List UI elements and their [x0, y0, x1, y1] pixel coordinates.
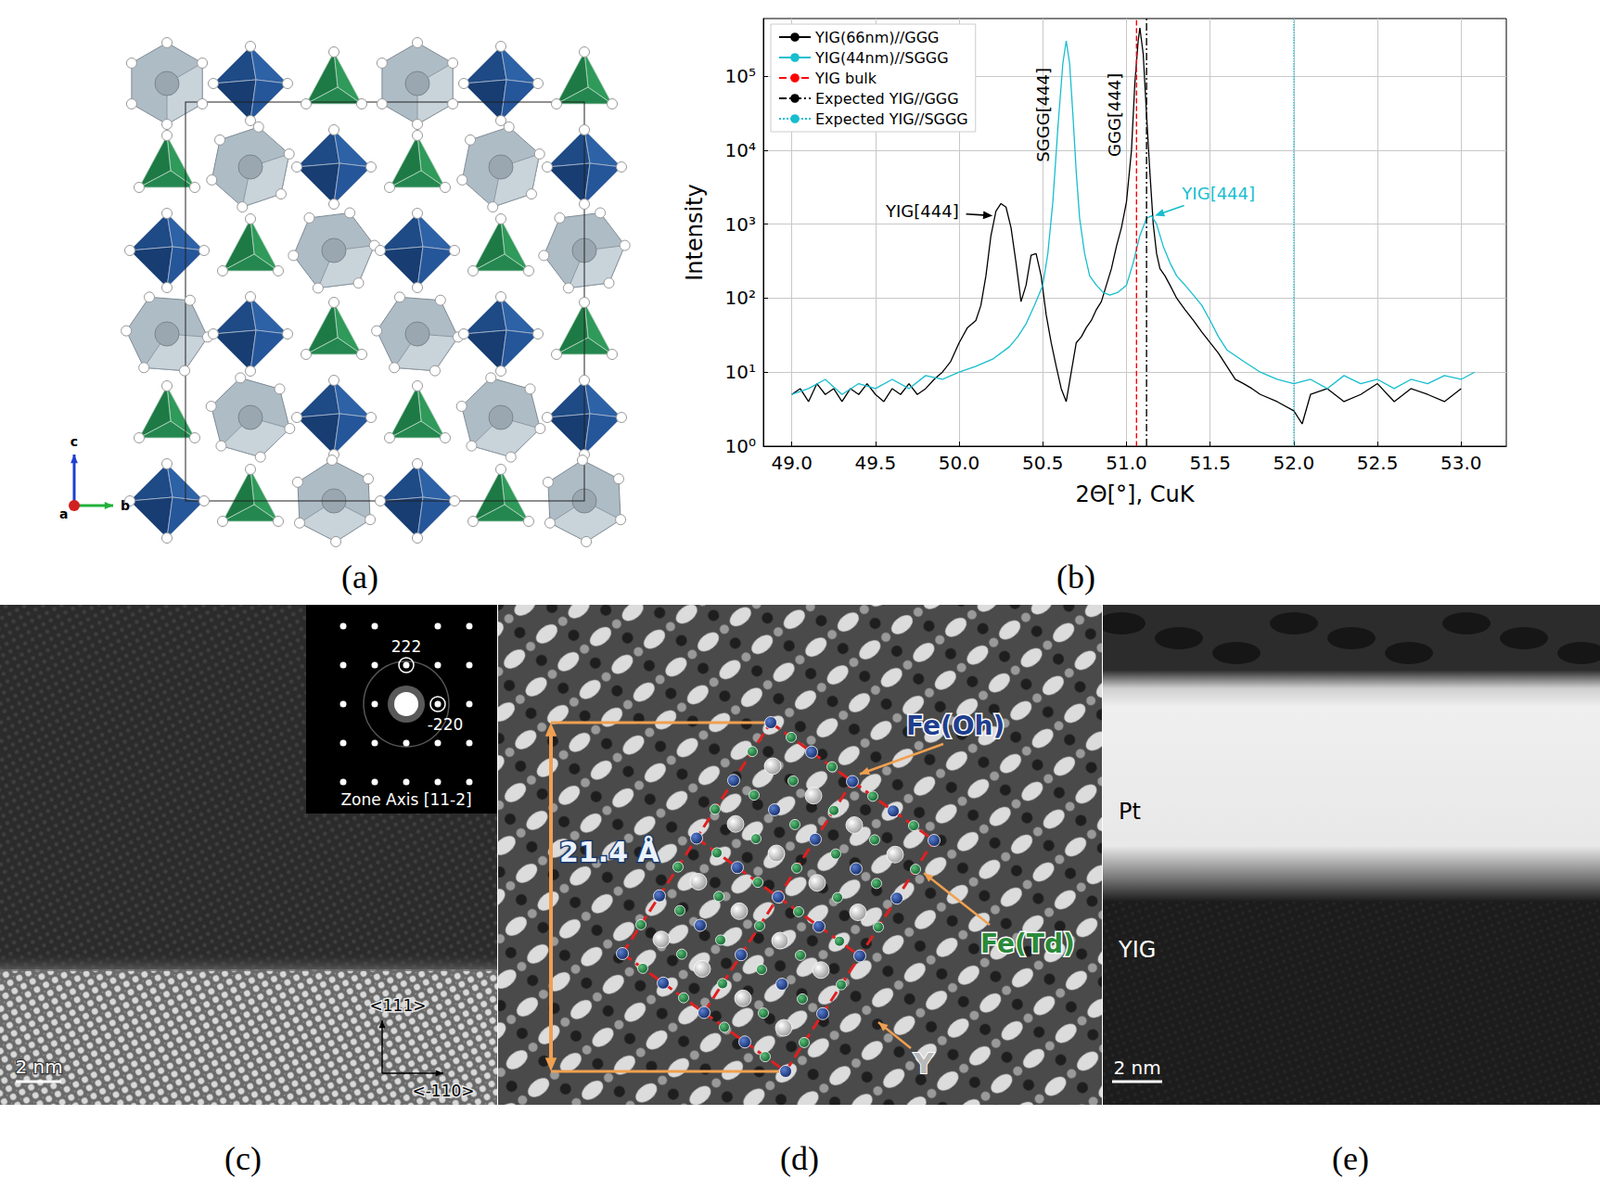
svg-text:49.5: 49.5 — [855, 451, 897, 474]
svg-text:10⁴: 10⁴ — [725, 139, 756, 162]
svg-text:Fe(Td): Fe(Td) — [980, 928, 1076, 960]
svg-text:Y: Y — [912, 1047, 935, 1080]
svg-text:2 nm: 2 nm — [1113, 1056, 1161, 1079]
html-text:(c): (c) — [224, 1139, 262, 1178]
html-text:(b): (b) — [1056, 558, 1096, 596]
svg-text:b: b — [120, 498, 130, 513]
svg-text:c: c — [70, 434, 78, 449]
svg-text:Expected YIG//GGG: Expected YIG//GGG — [815, 89, 960, 108]
svg-text:YIG: YIG — [1117, 936, 1156, 963]
svg-text:GGG[444]: GGG[444] — [1104, 73, 1125, 157]
svg-text:<111>: <111> — [370, 996, 427, 1015]
svg-text:Zone Axis [11-2]: Zone Axis [11-2] — [340, 790, 472, 809]
svg-text:YIG(66nm)//GGG: YIG(66nm)//GGG — [814, 28, 939, 47]
svg-text:SGGG[444]: SGGG[444] — [1033, 67, 1053, 163]
svg-text:52.5: 52.5 — [1356, 451, 1399, 474]
svg-text:Fe(Oh): Fe(Oh) — [906, 710, 1005, 742]
svg-text:222: 222 — [391, 637, 422, 656]
svg-text:Pt: Pt — [1118, 798, 1141, 825]
svg-text:10⁰: 10⁰ — [725, 435, 756, 458]
svg-text:YIG bulk: YIG bulk — [814, 69, 878, 88]
svg-text:10¹: 10¹ — [725, 360, 756, 384]
svg-text:10²: 10² — [725, 286, 756, 309]
html-text:(a): (a) — [341, 558, 379, 596]
svg-text:53.0: 53.0 — [1440, 451, 1483, 474]
svg-text:-220: -220 — [427, 715, 464, 734]
svg-text:49.0: 49.0 — [770, 451, 813, 474]
svg-text:YIG[444]: YIG[444] — [1180, 183, 1255, 204]
svg-text:50.5: 50.5 — [1022, 451, 1064, 474]
svg-text:2 nm: 2 nm — [14, 1055, 63, 1078]
html-text:(d): (d) — [780, 1139, 820, 1178]
svg-text:YIG(44nm)//SGGG: YIG(44nm)//SGGG — [814, 49, 949, 67]
svg-text:YIG[444]: YIG[444] — [884, 201, 960, 221]
svg-text:21.4 Å: 21.4 Å — [559, 834, 660, 869]
html-text:(e): (e) — [1331, 1139, 1370, 1178]
svg-text:2Θ[°], CuK: 2Θ[°], CuK — [1075, 481, 1196, 508]
svg-text:10⁵: 10⁵ — [725, 64, 756, 88]
svg-text:51.5: 51.5 — [1189, 451, 1231, 474]
svg-text:<-110>: <-110> — [411, 1081, 474, 1101]
svg-text:Intensity: Intensity — [681, 183, 708, 281]
svg-text:10³: 10³ — [725, 213, 756, 236]
svg-text:51.0: 51.0 — [1105, 451, 1148, 474]
svg-text:52.0: 52.0 — [1273, 451, 1316, 474]
svg-text:Expected YIG//SGGG: Expected YIG//SGGG — [815, 110, 969, 128]
svg-text:a: a — [59, 506, 68, 522]
svg-text:50.0: 50.0 — [938, 451, 981, 474]
